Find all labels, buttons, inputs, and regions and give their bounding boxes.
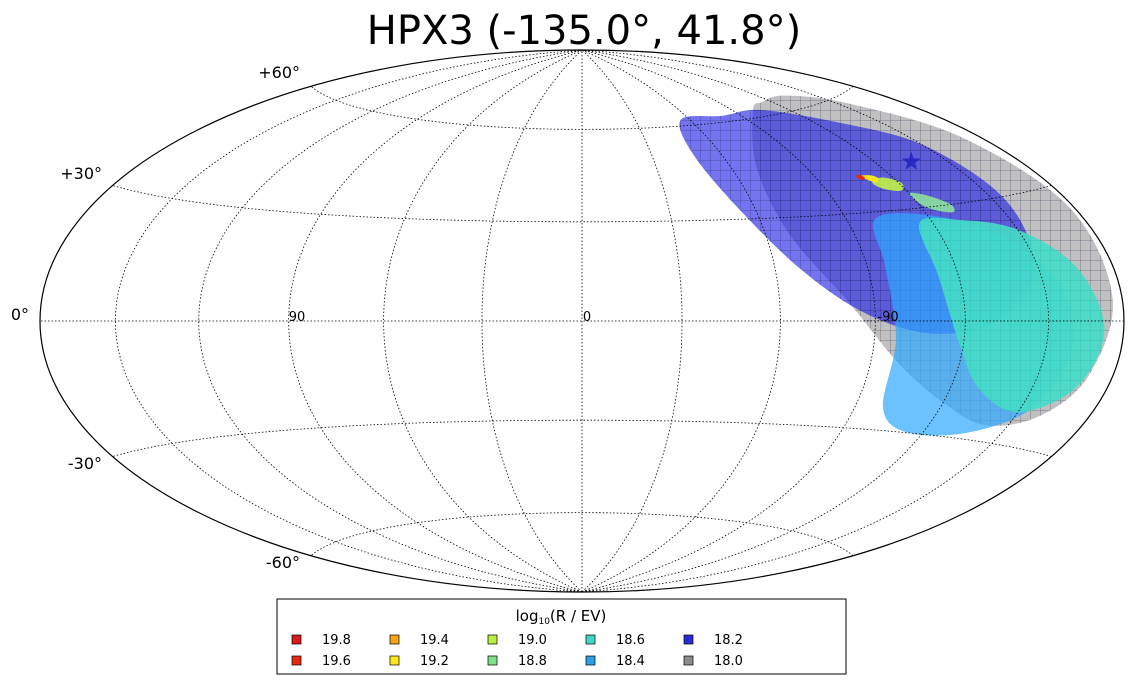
legend-label: 18.2 bbox=[714, 633, 743, 648]
chart-title: HPX3 (-135.0°, 41.8°) bbox=[367, 8, 801, 54]
lat-label-minus60: -60° bbox=[266, 553, 300, 572]
region-19-2 bbox=[860, 175, 879, 183]
legend-label: 18.6 bbox=[616, 633, 645, 648]
meridian-line bbox=[115, 49, 583, 593]
graticule bbox=[40, 49, 1124, 593]
legend-swatch bbox=[291, 634, 302, 645]
legend-label: 19.4 bbox=[420, 633, 449, 648]
lat-label-0: 0° bbox=[11, 305, 29, 324]
legend-swatch bbox=[683, 655, 694, 666]
legend-swatch bbox=[389, 634, 400, 645]
legend-swatch bbox=[389, 655, 400, 666]
source-star-marker bbox=[901, 151, 921, 170]
lon-label-90: 90 bbox=[289, 310, 306, 325]
lon-label-0: 0 bbox=[583, 310, 591, 325]
longitude-tick-labels: 90 0 -90 bbox=[289, 310, 899, 325]
lat-label-plus60: +60° bbox=[258, 63, 300, 82]
legend-label: 19.0 bbox=[518, 633, 547, 648]
legend-swatch bbox=[487, 655, 498, 666]
legend-title-rest: (R / EV) bbox=[550, 607, 606, 625]
legend-label: 18.4 bbox=[616, 654, 645, 669]
region-19-0 bbox=[872, 177, 904, 191]
legend-swatch bbox=[683, 634, 694, 645]
parallel-line bbox=[112, 185, 1052, 223]
legend-frame bbox=[276, 598, 847, 675]
region-18-8 bbox=[909, 192, 955, 213]
legend-label: 19.2 bbox=[420, 654, 449, 669]
legend: log10(R / EV) 19.8 19.6 19.4 19.2 19.0 18.8 18… bbox=[276, 598, 847, 675]
region-19-6 bbox=[856, 174, 865, 181]
legend-swatch bbox=[585, 634, 596, 645]
parallel-line bbox=[310, 85, 854, 130]
legend-title-log: log bbox=[516, 607, 539, 625]
legend-label: 18.0 bbox=[714, 654, 743, 669]
meridian-line bbox=[383, 49, 583, 593]
meridian-line bbox=[288, 49, 583, 593]
legend-title: log10(R / EV) bbox=[516, 607, 607, 627]
legend-swatch bbox=[585, 655, 596, 666]
lat-label-plus30: +30° bbox=[60, 164, 102, 183]
latitude-tick-labels: +60° +30° 0° -30° -60° bbox=[11, 63, 300, 572]
legend-swatch bbox=[487, 634, 498, 645]
probability-regions bbox=[679, 95, 1113, 436]
legend-swatch bbox=[291, 655, 302, 666]
parallel-line bbox=[112, 419, 1052, 457]
meridian-line bbox=[581, 49, 781, 593]
meridian-line bbox=[581, 49, 683, 593]
parallel-line bbox=[310, 512, 854, 557]
legend-items: 19.8 19.6 19.4 19.2 19.0 18.8 18.6 18.4 18.2 18.0 bbox=[291, 633, 743, 669]
lon-label-minus90: -90 bbox=[877, 310, 898, 325]
legend-title-subscript: 10 bbox=[538, 617, 550, 627]
legend-label: 18.8 bbox=[518, 654, 547, 669]
source-star bbox=[901, 151, 921, 170]
legend-label: 19.6 bbox=[322, 654, 351, 669]
sky-boundary bbox=[39, 49, 1125, 593]
legend-label: 19.8 bbox=[322, 633, 351, 648]
lat-label-minus30: -30° bbox=[68, 454, 102, 473]
region-hatch-18-6 bbox=[918, 217, 1105, 413]
